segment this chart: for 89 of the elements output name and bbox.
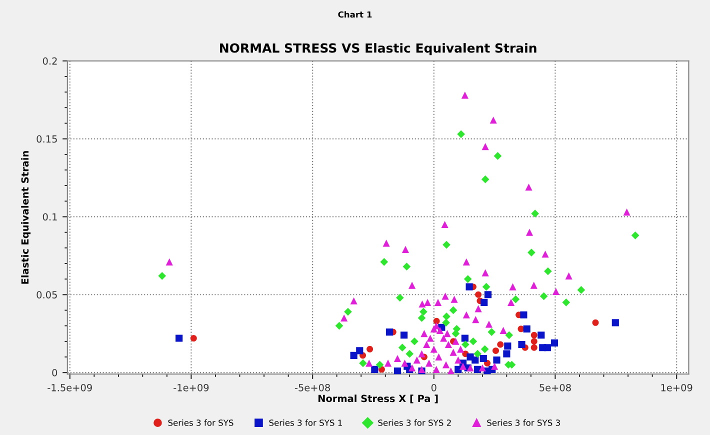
point [344, 308, 352, 316]
point [503, 350, 510, 358]
point [449, 306, 458, 314]
legend-label: Series 3 for SYS 3 [487, 419, 560, 426]
point [520, 311, 528, 318]
point [530, 344, 538, 351]
point [550, 339, 558, 346]
point [484, 291, 492, 298]
x-tick-label: 1e+09 [661, 384, 692, 392]
point [480, 345, 489, 354]
point [420, 308, 428, 316]
point [394, 367, 402, 374]
point [528, 248, 536, 256]
point [398, 344, 406, 352]
x-tick-label: -5e+08 [294, 384, 330, 392]
legend-label: Series 3 for SYS [168, 419, 234, 426]
y-tick-label: 0.05 [36, 291, 57, 298]
point [176, 334, 183, 342]
point [505, 331, 514, 340]
point [418, 314, 426, 322]
point [400, 332, 408, 339]
point [433, 318, 440, 324]
point [442, 318, 450, 327]
point [396, 294, 404, 302]
point [531, 210, 540, 218]
point [592, 319, 599, 326]
point [335, 322, 344, 330]
x-tick-label: 5e+08 [540, 384, 571, 392]
point [457, 130, 465, 138]
point [497, 341, 504, 348]
point [469, 337, 478, 346]
point [518, 340, 526, 348]
x-axis-title: Normal Stress X [ Pa ] [318, 394, 438, 404]
point [631, 231, 640, 240]
point [366, 346, 374, 352]
y-tick-label: 0.15 [36, 135, 57, 143]
y-tick-label: 0 [52, 369, 58, 376]
point [356, 347, 364, 354]
point [512, 295, 520, 304]
point [577, 286, 586, 294]
point [466, 353, 474, 360]
y-tick-label: 0.2 [42, 57, 57, 65]
x-tick-label: -1e+09 [174, 384, 209, 392]
point [540, 292, 548, 300]
point [380, 258, 388, 266]
point [482, 282, 490, 291]
point [544, 344, 552, 352]
x-tick-label: 0 [431, 384, 436, 392]
point [530, 338, 538, 345]
point [475, 291, 482, 298]
point [562, 298, 570, 306]
point [612, 319, 619, 326]
point [504, 342, 512, 350]
point [406, 350, 414, 358]
point [544, 267, 552, 276]
point [410, 337, 418, 346]
y-tick-label: 0.1 [42, 213, 57, 221]
point [466, 283, 473, 290]
point [350, 352, 358, 359]
point [492, 347, 500, 354]
point [386, 328, 394, 336]
point [493, 356, 500, 364]
point [474, 350, 482, 358]
point [461, 334, 468, 342]
point [538, 332, 545, 339]
point [480, 354, 487, 362]
point [464, 275, 472, 283]
y-axis-title: Elastic Equivalent Strain [21, 151, 31, 284]
point [494, 152, 502, 160]
point [376, 360, 384, 369]
point [488, 328, 496, 336]
point [481, 175, 490, 184]
x-tick-label: -1.5e+09 [48, 384, 92, 392]
point [158, 272, 166, 280]
chart-subtitle: Chart 1 [338, 11, 372, 18]
point [480, 298, 488, 306]
legend-label: Series 3 for SYS 1 [269, 419, 342, 426]
legend-label: Series 3 for SYS 2 [378, 419, 451, 426]
point [371, 366, 378, 373]
chart-title: NORMAL STRESS VS Elastic Equivalent Strain [220, 43, 536, 56]
point [462, 340, 470, 348]
point [402, 262, 411, 271]
point [190, 335, 197, 342]
point [530, 332, 538, 338]
point [523, 325, 530, 332]
point [359, 359, 367, 368]
point [452, 330, 460, 338]
point [518, 326, 524, 332]
point [442, 240, 450, 249]
